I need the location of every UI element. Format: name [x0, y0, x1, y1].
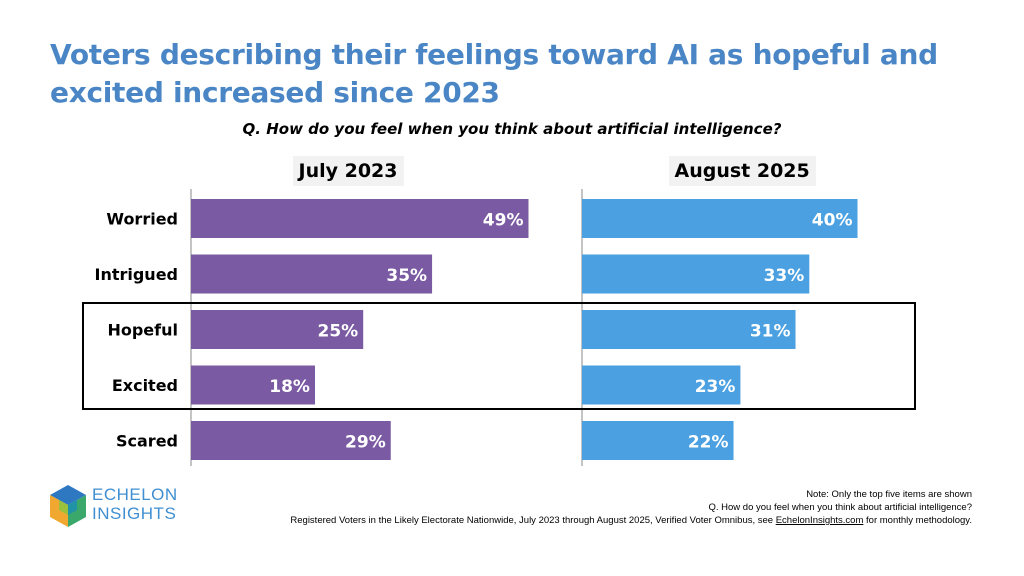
bar-2-hopeful — [582, 310, 796, 349]
footer-source-suffix: for monthly methodology. — [863, 515, 972, 526]
category-label-scared: Scared — [116, 432, 178, 451]
data-label-2-hopeful: 31% — [750, 322, 791, 342]
page-title: Voters describing their feelings toward … — [50, 38, 938, 109]
bar-2-excited — [582, 365, 741, 405]
bar-2-intrigued — [582, 254, 810, 294]
footer-source-text: Registered Voters in the Likely Electora… — [290, 515, 776, 526]
panel-title-august-2025: August 2025 — [668, 156, 816, 186]
footer-source: Registered Voters in the Likely Electora… — [290, 514, 972, 527]
bar-1-scared — [191, 421, 391, 460]
bar-2-scared — [582, 421, 734, 460]
question-subtitle: Q. How do you feel when you think about … — [242, 120, 782, 138]
logo-text-line1: ECHELON — [92, 485, 178, 504]
data-label-2-worried: 40% — [812, 211, 853, 231]
category-label-hopeful: Hopeful — [107, 321, 178, 340]
echelon-logo-icon — [50, 485, 86, 527]
bar-2-worried — [582, 199, 858, 238]
category-label-excited: Excited — [112, 376, 178, 395]
logo-text: ECHELON INSIGHTS — [92, 485, 178, 523]
footer-notes: Note: Only the top five items are shown … — [290, 488, 972, 527]
bar-1-hopeful — [191, 310, 364, 349]
footer-source-link[interactable]: EchelonInsights.com — [775, 515, 864, 526]
category-label-intrigued: Intrigued — [94, 265, 178, 284]
footer-question: Q. How do you feel when you think about … — [708, 502, 972, 513]
data-label-1-hopeful: 25% — [317, 322, 358, 342]
highlight-box — [82, 302, 916, 410]
data-label-2-excited: 23% — [695, 377, 736, 397]
data-label-1-excited: 18% — [269, 377, 310, 397]
footer-note: Note: Only the top five items are shown — [806, 489, 972, 500]
data-label-1-worried: 49% — [483, 211, 524, 231]
bar-1-worried — [191, 199, 529, 238]
category-label-worried: Worried — [106, 210, 178, 229]
data-label-1-scared: 29% — [345, 433, 386, 453]
data-label-2-intrigued: 33% — [764, 266, 805, 286]
logo-text-line2: INSIGHTS — [92, 504, 177, 523]
bar-1-intrigued — [191, 254, 433, 294]
panel-title-july-2023: July 2023 — [292, 156, 404, 186]
bar-1-excited — [191, 365, 315, 405]
data-label-1-intrigued: 35% — [386, 266, 427, 286]
data-label-2-scared: 22% — [688, 433, 729, 453]
